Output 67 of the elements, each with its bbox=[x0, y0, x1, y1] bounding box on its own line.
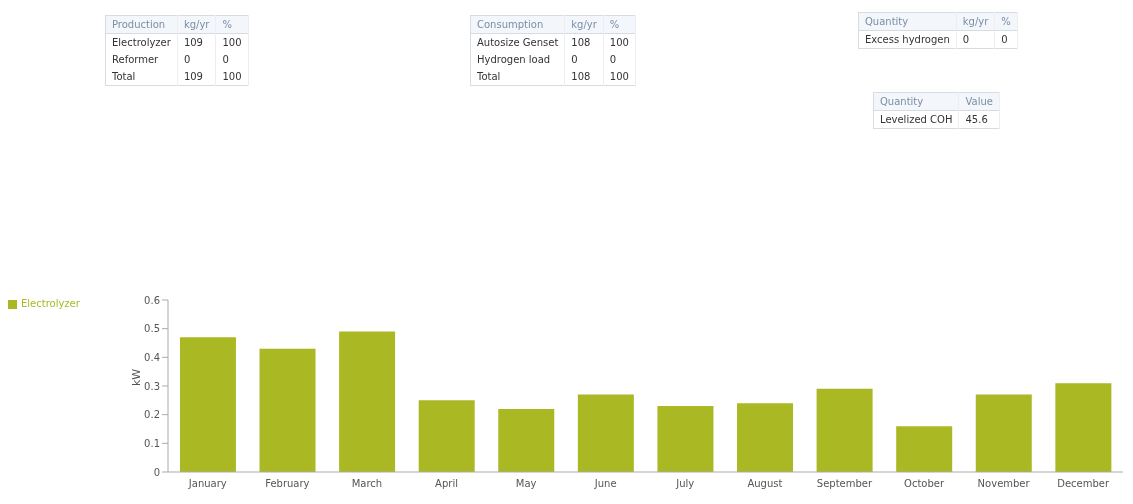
data-label: 45.6 bbox=[958, 110, 1000, 129]
data-label: 0 bbox=[603, 51, 636, 68]
bar bbox=[179, 337, 236, 472]
data-label: 108 bbox=[564, 33, 604, 51]
data-label: 100 bbox=[603, 68, 636, 86]
data-label: 0 bbox=[564, 51, 604, 68]
y-tick-label: Levelized COH bbox=[873, 110, 959, 129]
bar bbox=[418, 400, 475, 472]
x-tick-label: kg/yr bbox=[177, 15, 216, 34]
bar bbox=[975, 394, 1032, 472]
y-axis-title: kW bbox=[129, 368, 143, 386]
y-tick-label: Total bbox=[470, 68, 565, 86]
data-label: 0 bbox=[177, 51, 216, 68]
bar bbox=[657, 406, 714, 472]
data-label: 108 bbox=[564, 68, 604, 86]
bar bbox=[1055, 383, 1112, 472]
y-tick-label: Excess hydrogen bbox=[858, 30, 957, 49]
bar bbox=[339, 331, 396, 472]
x-tick-label: December bbox=[1057, 478, 1111, 490]
data-label: 109 bbox=[177, 68, 216, 86]
y-tick-label: 0.1 bbox=[144, 437, 160, 449]
x-tick-label: November bbox=[977, 478, 1031, 490]
chart-title: Quantity bbox=[858, 12, 957, 31]
y-tick-label: Total bbox=[105, 68, 178, 86]
x-tick-label: kg/yr bbox=[956, 12, 995, 31]
x-tick-label: % bbox=[994, 12, 1018, 31]
x-tick-label: % bbox=[603, 15, 636, 34]
y-tick-label: 0.3 bbox=[144, 380, 160, 392]
chart-title: Production bbox=[105, 15, 178, 34]
x-tick-label: February bbox=[265, 478, 310, 490]
data-label: 0 bbox=[215, 51, 249, 68]
bar bbox=[816, 388, 873, 472]
data-label: 100 bbox=[603, 33, 636, 51]
data-label: 0 bbox=[994, 30, 1018, 49]
x-tick-label: July bbox=[675, 478, 695, 490]
x-tick-label: April bbox=[435, 478, 458, 490]
bar bbox=[498, 408, 555, 472]
x-tick-label: kg/yr bbox=[564, 15, 604, 34]
bar bbox=[577, 394, 634, 472]
data-label: 0 bbox=[956, 30, 995, 49]
data-label: 100 bbox=[215, 33, 249, 51]
x-tick-label: June bbox=[593, 478, 617, 490]
x-tick-label: August bbox=[747, 478, 783, 490]
x-tick-label: January bbox=[187, 478, 227, 490]
y-tick-label: 0.4 bbox=[144, 351, 160, 363]
x-tick-label: March bbox=[351, 478, 383, 490]
y-tick-label: Electrolyzer bbox=[105, 33, 178, 51]
legend-label: Electrolyzer bbox=[21, 298, 80, 309]
y-tick-label: Reformer bbox=[105, 51, 178, 68]
bar bbox=[259, 348, 316, 472]
data-label: 109 bbox=[177, 33, 216, 51]
x-tick-label: October bbox=[904, 478, 945, 490]
y-tick-label: Hydrogen load bbox=[470, 51, 565, 68]
data-label: 100 bbox=[215, 68, 249, 86]
y-tick-label: 0.5 bbox=[144, 323, 160, 335]
x-tick-label: May bbox=[515, 478, 537, 490]
chart-title: Quantity bbox=[873, 92, 959, 111]
bar bbox=[896, 426, 953, 472]
y-tick-label: 0.2 bbox=[144, 409, 160, 421]
x-tick-label: Value bbox=[958, 92, 1000, 111]
bar bbox=[737, 403, 794, 472]
y-tick-label: Autosize Genset bbox=[470, 33, 565, 51]
chart-title: Consumption bbox=[470, 15, 565, 34]
x-tick-label: % bbox=[215, 15, 249, 34]
x-tick-label: September bbox=[816, 478, 873, 490]
y-tick-label: 0 bbox=[153, 466, 160, 478]
y-tick-label: 0.6 bbox=[144, 294, 160, 306]
